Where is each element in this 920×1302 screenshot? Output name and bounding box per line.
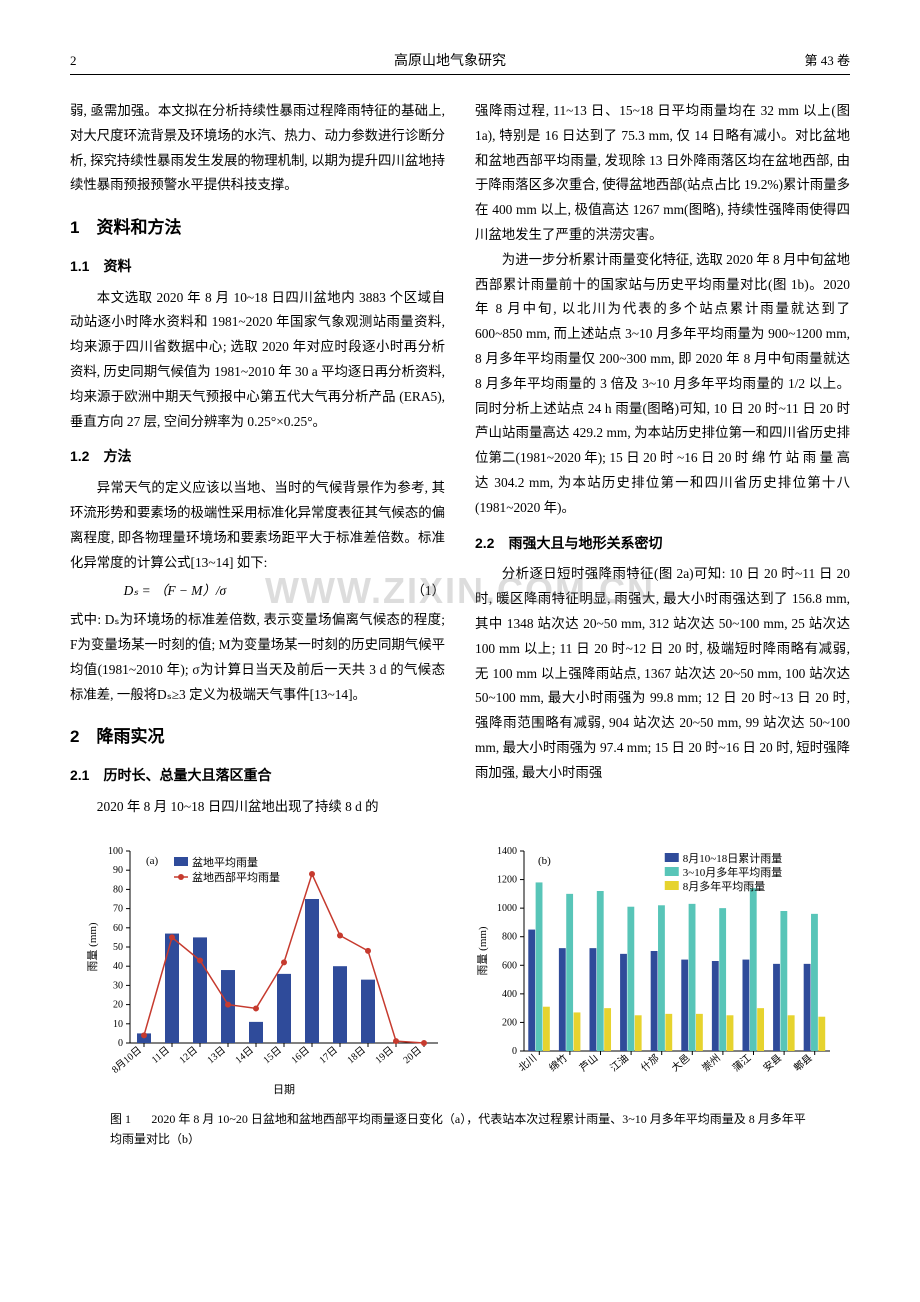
svg-text:15日: 15日 [262, 1045, 284, 1066]
section-2-title: 2 降雨实况 [70, 721, 445, 752]
svg-text:江油: 江油 [607, 1052, 631, 1075]
svg-text:20: 20 [113, 1000, 123, 1011]
svg-text:30: 30 [113, 981, 123, 992]
volume-label: 第 43 卷 [770, 50, 850, 69]
equation-expr: Dₛ = （F − M）/σ [70, 579, 226, 604]
svg-text:蒲江: 蒲江 [730, 1052, 754, 1075]
page-header: 2 高原山地气象研究 第 43 卷 [70, 50, 850, 75]
svg-text:800: 800 [502, 932, 517, 943]
svg-text:盆地平均雨量: 盆地平均雨量 [192, 855, 258, 869]
chart-a: 0 10 20 30 40 50 60 70 80 90 100 雨量 (mm) 8月10日 11日 12日… [80, 837, 450, 1097]
svg-text:日期: 日期 [273, 1083, 295, 1096]
svg-text:8月多年平均雨量: 8月多年平均雨量 [683, 879, 766, 893]
chart-b: 0 200 400 600 800 1000 1200 1400 雨量 (mm) 北川绵竹芦山江油… [470, 837, 840, 1097]
svg-text:600: 600 [502, 961, 517, 972]
para: 强降雨过程, 11~13 日、15~18 日平均雨量均在 32 mm 以上(图 … [475, 99, 850, 248]
svg-text:18日: 18日 [346, 1045, 368, 1066]
svg-text:绵竹: 绵竹 [546, 1052, 570, 1075]
para: 本文选取 2020 年 8 月 10~18 日四川盆地内 3883 个区域自动站… [70, 286, 445, 435]
para: 分析逐日短时强降雨特征(图 2a)可知: 10 日 20 时~11 日 20 时… [475, 562, 850, 785]
svg-text:90: 90 [113, 866, 123, 877]
svg-text:13日: 13日 [206, 1045, 228, 1066]
svg-text:安县: 安县 [760, 1052, 784, 1075]
svg-text:(b): (b) [538, 855, 551, 867]
svg-text:(a): (a) [146, 855, 159, 867]
svg-text:17日: 17日 [318, 1045, 340, 1066]
right-column: 强降雨过程, 11~13 日、15~18 日平均雨量均在 32 mm 以上(图 … [475, 99, 850, 819]
svg-text:19日: 19日 [374, 1045, 396, 1066]
svg-text:盆地西部平均雨量: 盆地西部平均雨量 [192, 870, 280, 884]
svg-text:16日: 16日 [290, 1045, 312, 1066]
svg-text:50: 50 [113, 942, 123, 953]
svg-text:80: 80 [113, 885, 123, 896]
left-column: 弱, 亟需加强。本文拟在分析持续性暴雨过程降雨特征的基础上, 对大尺度环流背景及… [70, 99, 445, 819]
page-number: 2 [70, 53, 130, 69]
section-2-2-title: 2.2 雨强大且与地形关系密切 [475, 531, 850, 557]
svg-text:10: 10 [113, 1019, 123, 1030]
svg-text:雨量 (mm): 雨量 (mm) [86, 923, 99, 973]
para: 异常天气的定义应该以当地、当时的气候背景作为参考, 其环流形势和要素场的极端性采… [70, 476, 445, 575]
chart-b-container: 0 200 400 600 800 1000 1200 1400 雨量 (mm) 北川绵竹芦山江油… [470, 837, 840, 1102]
caption-lead: 图 1 [110, 1110, 148, 1129]
svg-text:北川: 北川 [516, 1053, 539, 1075]
svg-text:郫县: 郫县 [791, 1052, 815, 1075]
para: 2020 年 8 月 10~18 日四川盆地出现了持续 8 d 的 [70, 795, 445, 820]
section-1-2-title: 1.2 方法 [70, 444, 445, 470]
journal-name: 高原山地气象研究 [130, 50, 770, 70]
caption-text: 2020 年 8 月 10~20 日盆地和盆地西部平均雨量逐日变化（a），代表站… [110, 1112, 806, 1145]
svg-text:14日: 14日 [234, 1045, 256, 1066]
section-2-1-title: 2.1 历时长、总量大且落区重合 [70, 763, 445, 789]
svg-text:200: 200 [502, 1018, 517, 1029]
svg-text:400: 400 [502, 989, 517, 1000]
svg-text:11日: 11日 [150, 1045, 172, 1066]
svg-text:1200: 1200 [497, 875, 517, 886]
chart-a-container: 0 10 20 30 40 50 60 70 80 90 100 雨量 (mm) 8月10日 11日 12日… [80, 837, 450, 1102]
svg-text:3~10月多年平均雨量: 3~10月多年平均雨量 [683, 865, 782, 879]
svg-text:12日: 12日 [178, 1045, 200, 1066]
figure-1-row: 0 10 20 30 40 50 60 70 80 90 100 雨量 (mm) 8月10日 11日 12日… [70, 837, 850, 1102]
svg-text:40: 40 [113, 962, 123, 973]
svg-text:崇州: 崇州 [700, 1053, 723, 1075]
svg-text:雨量 (mm): 雨量 (mm) [476, 927, 489, 977]
svg-text:1400: 1400 [497, 846, 517, 857]
svg-text:70: 70 [113, 904, 123, 915]
svg-text:100: 100 [108, 846, 123, 857]
svg-text:8月10~18日累计雨量: 8月10~18日累计雨量 [683, 852, 782, 865]
svg-text:什邡: 什邡 [638, 1052, 662, 1075]
para: 弱, 亟需加强。本文拟在分析持续性暴雨过程降雨特征的基础上, 对大尺度环流背景及… [70, 99, 445, 198]
svg-text:8月10日: 8月10日 [109, 1045, 144, 1077]
svg-text:20日: 20日 [402, 1045, 424, 1066]
figure-1-caption: 图 1 2020 年 8 月 10~20 日盆地和盆地西部平均雨量逐日变化（a）… [70, 1110, 850, 1148]
svg-text:芦山: 芦山 [577, 1053, 600, 1075]
para: 式中: Dₛ为环境场的标准差倍数, 表示变量场偏离气候态的程度; F为变量场某一… [70, 608, 445, 707]
svg-text:60: 60 [113, 923, 123, 934]
para: 为进一步分析累计雨量变化特征, 选取 2020 年 8 月中旬盆地西部累计雨量前… [475, 248, 850, 521]
svg-text:1000: 1000 [497, 904, 517, 915]
equation-number: （1） [385, 579, 445, 604]
svg-text:大邑: 大邑 [669, 1052, 693, 1075]
section-1-title: 1 资料和方法 [70, 212, 445, 243]
svg-text:0: 0 [512, 1046, 517, 1057]
equation-1: Dₛ = （F − M）/σ （1） [70, 579, 445, 604]
section-1-1-title: 1.1 资料 [70, 254, 445, 280]
svg-text:0: 0 [118, 1038, 123, 1049]
